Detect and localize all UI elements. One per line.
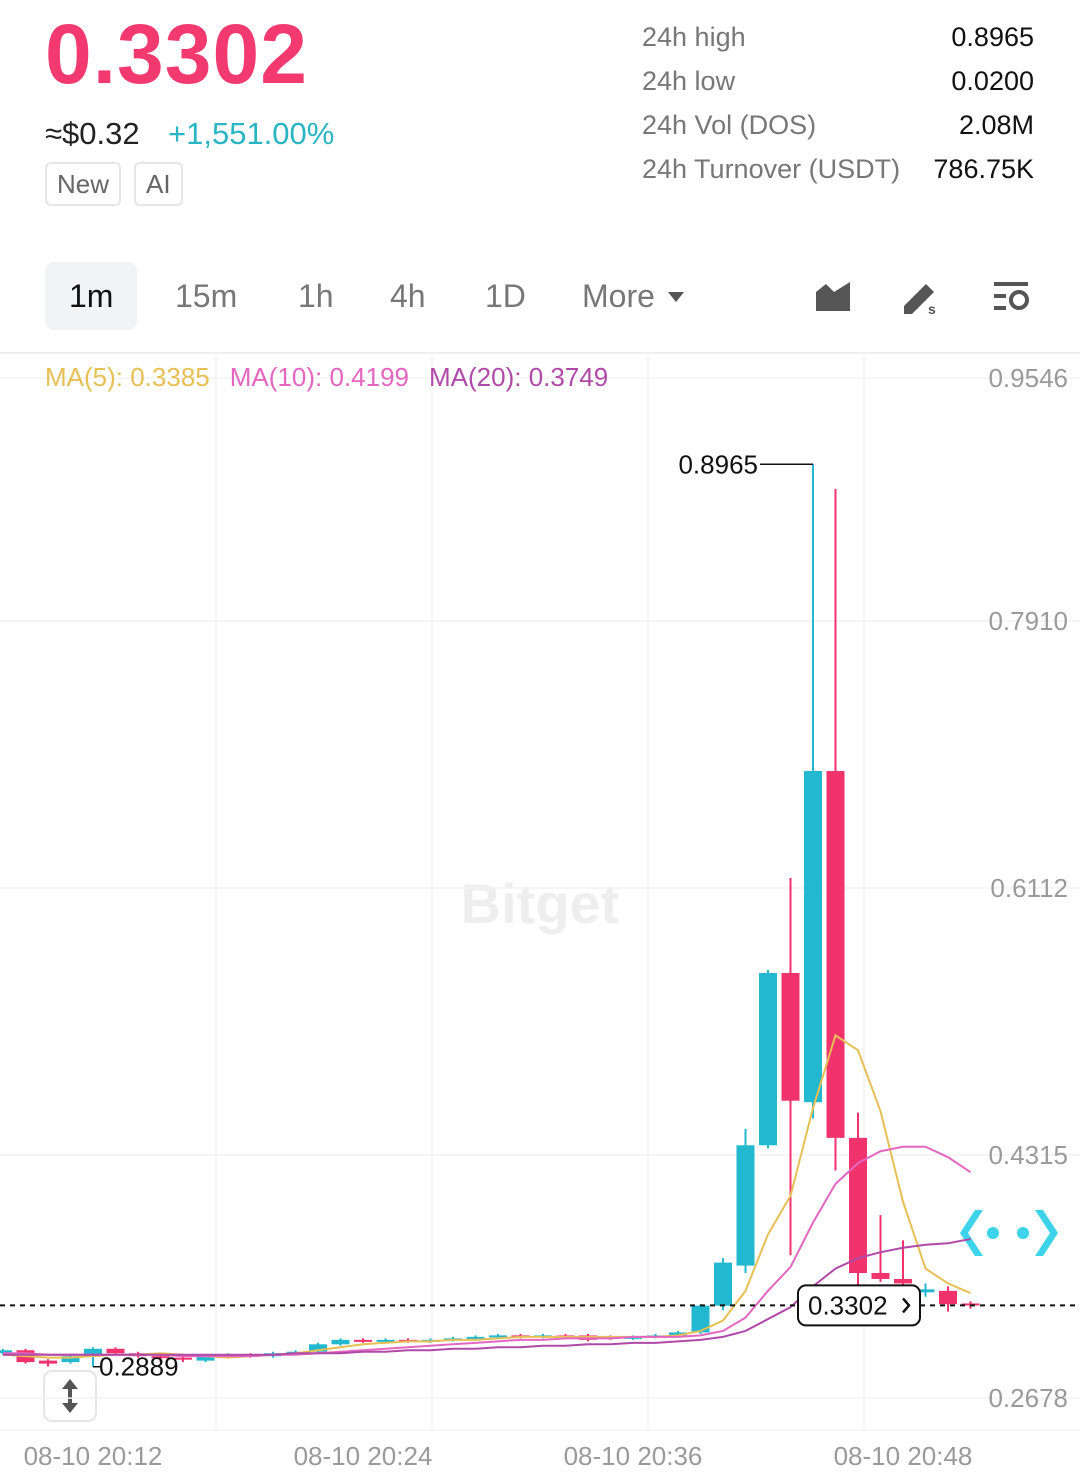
stat-value: 786.75K bbox=[933, 154, 1034, 184]
last-price-tag[interactable]: 0.3302 bbox=[797, 1284, 921, 1327]
chart-type-icon[interactable] bbox=[816, 282, 850, 311]
x-tick-label: 08-10 20:12 bbox=[24, 1441, 163, 1471]
candle-body bbox=[174, 1357, 192, 1360]
legend-name: MA(5) bbox=[45, 362, 130, 392]
tab[interactable]: 15m bbox=[175, 278, 238, 314]
candle-body bbox=[939, 1290, 957, 1305]
y-tick-label: 0.2678 bbox=[988, 1383, 1068, 1413]
y-tick-label: 0.4315 bbox=[988, 1140, 1068, 1170]
candle-body bbox=[781, 972, 800, 1101]
candle-body bbox=[331, 1339, 350, 1345]
candle-body bbox=[354, 1339, 372, 1342]
chart: Bitget 0.9546 0.7910 0.6112 0.4315 0.2678 08-… bbox=[0, 355, 1080, 1471]
last-price-label: 0.3302 bbox=[808, 1290, 888, 1320]
candle-body bbox=[61, 1356, 80, 1363]
ma-legend: MA(5)0.3385 MA(10)0.4199 MA(20)0.3749 bbox=[45, 362, 628, 393]
legend-value: 0.3749 bbox=[528, 362, 609, 392]
candle-body bbox=[489, 1335, 507, 1338]
svg-text:s: s bbox=[928, 301, 936, 317]
last-price-box bbox=[797, 1284, 921, 1327]
x-tick-label: 08-10 20:36 bbox=[564, 1441, 703, 1471]
vertical-grid bbox=[0, 355, 1080, 1431]
candle-body bbox=[0, 1350, 12, 1354]
stat-label: 24h Vol (DOS) bbox=[642, 110, 817, 140]
tab[interactable]: 1h bbox=[298, 278, 334, 314]
tag[interactable]: New bbox=[45, 162, 122, 206]
candle-body bbox=[804, 771, 822, 1103]
low-label: 0.2889 bbox=[99, 1352, 179, 1382]
candle-body bbox=[894, 1278, 912, 1284]
candle-body bbox=[309, 1344, 327, 1352]
y-tick-label: 0.9546 bbox=[988, 363, 1068, 393]
candle-body bbox=[849, 1137, 867, 1274]
stat-value: 2.08M bbox=[958, 110, 1034, 140]
ma-line bbox=[2, 1033, 971, 1359]
draw-icon[interactable]: s bbox=[904, 284, 936, 317]
candle-body bbox=[196, 1356, 215, 1361]
stat-label: 24h low bbox=[642, 66, 736, 96]
chevron bbox=[902, 1297, 911, 1314]
scroll-to-latest[interactable] bbox=[960, 1210, 1058, 1256]
x-tick-label: 08-10 20:24 bbox=[294, 1441, 433, 1471]
high-label: 0.8965 bbox=[678, 449, 758, 479]
stat-label: 24h high bbox=[642, 22, 746, 52]
candle-body bbox=[691, 1305, 710, 1333]
candle-body bbox=[151, 1356, 170, 1359]
legend-value: 0.3385 bbox=[130, 362, 210, 392]
candle-body bbox=[466, 1336, 485, 1339]
candle-body bbox=[714, 1262, 732, 1306]
legend-name: MA(10) bbox=[230, 362, 330, 392]
candle-body bbox=[871, 1273, 890, 1279]
legend-item: MA(20)0.3749 bbox=[429, 362, 608, 392]
legend-value: 0.4199 bbox=[329, 362, 409, 392]
candle-body bbox=[826, 771, 845, 1138]
candle-body bbox=[916, 1289, 935, 1293]
legend-item: MA(5)0.3385 bbox=[45, 362, 210, 392]
watermark: Bitget bbox=[461, 872, 620, 935]
x-tick-label: 08-10 20:48 bbox=[834, 1441, 973, 1471]
stat-value: 0.0200 bbox=[951, 66, 1034, 96]
legend-name: MA(20) bbox=[429, 362, 529, 392]
candle-body bbox=[736, 1145, 755, 1266]
dropdown-caret[interactable] bbox=[668, 292, 684, 302]
tab[interactable]: 4h bbox=[390, 278, 426, 314]
candle-body bbox=[84, 1348, 102, 1357]
legend-item: MA(10)0.4199 bbox=[230, 362, 409, 392]
y-tick-label: 0.7910 bbox=[988, 606, 1068, 636]
toolbar-icons: s bbox=[0, 282, 1080, 354]
stat-value: 0.8965 bbox=[951, 22, 1034, 52]
candle-body bbox=[669, 1332, 687, 1336]
tab[interactable]: 1D bbox=[485, 278, 526, 314]
candle-body bbox=[759, 972, 777, 1146]
tab[interactable]: 1m bbox=[45, 262, 138, 330]
settings-icon[interactable] bbox=[994, 282, 1029, 310]
candle-body bbox=[106, 1348, 125, 1354]
candle-body bbox=[39, 1360, 57, 1364]
price-change: +1,551.00% bbox=[168, 116, 335, 151]
tab[interactable]: More bbox=[582, 278, 655, 314]
tag[interactable]: AI bbox=[134, 162, 183, 206]
usd-price: ≈$0.32 bbox=[45, 116, 140, 151]
y-tick-label: 0.6112 bbox=[990, 873, 1068, 903]
pan-button[interactable] bbox=[43, 1370, 97, 1422]
last-price: 0.3302 bbox=[45, 7, 308, 101]
candle-body bbox=[376, 1339, 395, 1342]
stat-label: 24h Turnover (USDT) bbox=[642, 154, 901, 184]
